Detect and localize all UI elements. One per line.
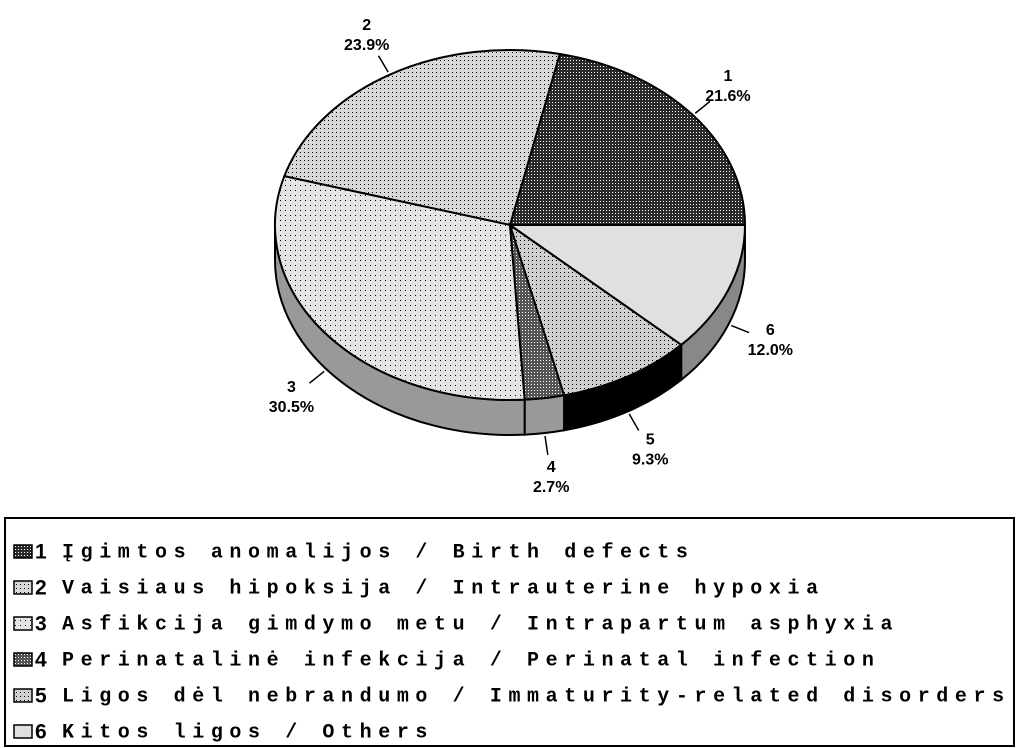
legend-number: 2 [35, 577, 47, 600]
value-label: 30.5% [269, 399, 314, 416]
leader-line [694, 100, 711, 114]
legend-swatch [13, 652, 33, 667]
legend-label: Kitos ligos / Others [62, 721, 434, 744]
slice-label: 2 [362, 17, 371, 34]
value-label: 23.9% [344, 37, 389, 54]
legend-label: Įgimtos anomalijos / Birth defects [62, 541, 694, 564]
slice-label: 3 [287, 379, 296, 396]
legend-number: 4 [35, 649, 47, 672]
slice-side [523, 394, 566, 436]
legend-label: Perinatalinė infekcija / Perinatal infec… [62, 649, 881, 672]
value-label: 2.7% [533, 479, 569, 496]
slice [506, 224, 747, 347]
legend-number: 5 [35, 685, 47, 708]
slice [508, 52, 747, 226]
leader-line [377, 55, 389, 73]
value-label: 21.6% [705, 88, 750, 105]
legend-label: Asfikcija gimdymo metu / Intrapartum asp… [62, 613, 899, 636]
legend-box [4, 517, 1015, 747]
slice-label: 1 [724, 68, 733, 85]
legend-label: Ligos dėl nebrandumo / Immaturity-relate… [62, 685, 1011, 708]
legend-number: 3 [35, 613, 47, 636]
leader-line [731, 324, 750, 334]
legend-swatch [13, 616, 33, 631]
legend-number: 1 [35, 541, 47, 564]
leader-line [544, 435, 549, 455]
legend-swatch [13, 544, 33, 559]
leader-line [308, 370, 325, 384]
slice-label: 4 [547, 459, 556, 476]
legend-swatch [13, 688, 33, 703]
legend-swatch [13, 580, 33, 595]
slice [282, 49, 562, 227]
slice [508, 222, 683, 397]
slice-label: 5 [646, 432, 655, 449]
leader-line [628, 413, 640, 431]
legend-swatch [13, 724, 33, 739]
value-label: 9.3% [632, 452, 668, 469]
slice-label: 6 [766, 322, 775, 339]
value-label: 12.0% [748, 342, 793, 359]
legend-number: 6 [35, 721, 47, 744]
slice [274, 175, 526, 401]
legend-label: Vaisiaus hipoksija / Intrauterine hypoxi… [62, 577, 825, 600]
